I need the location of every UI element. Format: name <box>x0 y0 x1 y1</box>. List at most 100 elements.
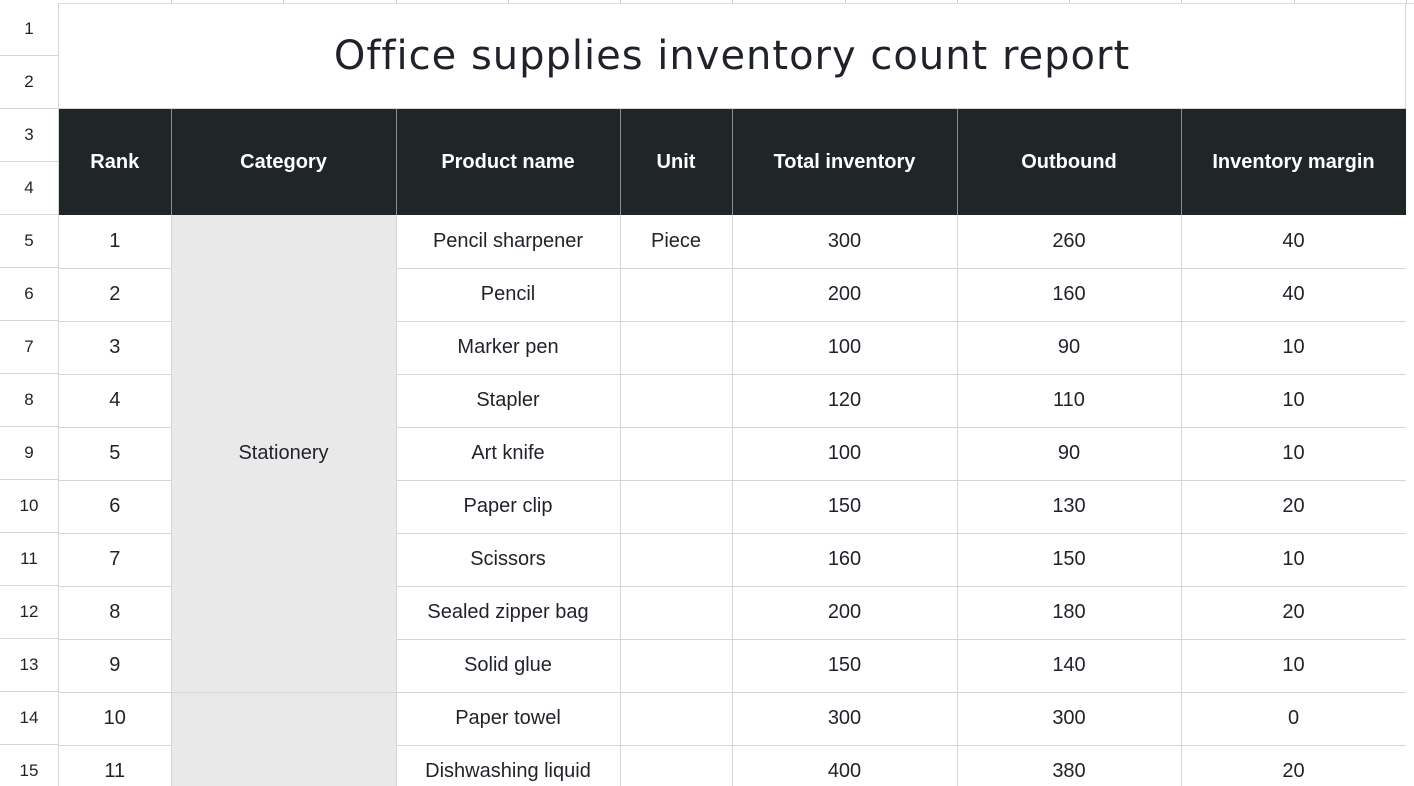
cell-inventory-margin[interactable]: 10 <box>1181 374 1407 428</box>
row-header[interactable]: 4 <box>0 162 59 215</box>
cell-outbound[interactable]: 110 <box>957 374 1182 428</box>
cell-rank[interactable]: 5 <box>59 427 172 481</box>
cell-product-name[interactable]: Paper clip <box>396 480 621 534</box>
cell-unit[interactable] <box>620 268 733 322</box>
cell-total-inventory[interactable]: 100 <box>732 427 958 481</box>
cell-inventory-margin[interactable]: 10 <box>1181 533 1407 587</box>
row-header[interactable]: 3 <box>0 109 59 162</box>
cell-inventory-margin[interactable]: 10 <box>1181 321 1407 375</box>
cell-unit[interactable] <box>620 374 733 428</box>
column-header-outbound[interactable]: Outbound <box>957 109 1182 215</box>
row-header[interactable]: 6 <box>0 268 59 321</box>
cell-inventory-margin[interactable]: 10 <box>1181 427 1407 481</box>
cell-inventory-margin[interactable]: 10 <box>1181 639 1407 693</box>
column-header-total-inventory[interactable]: Total inventory <box>732 109 958 215</box>
cell-product-name[interactable]: Paper towel <box>396 692 621 746</box>
table-row: 4 Stapler 120 110 10 <box>59 374 1407 428</box>
cell-unit[interactable] <box>620 480 733 534</box>
cell-product-name[interactable]: Solid glue <box>396 639 621 693</box>
cell-outbound[interactable]: 300 <box>957 692 1182 746</box>
report-title[interactable]: Office supplies inventory count report <box>59 3 1406 109</box>
cell-rank[interactable]: 6 <box>59 480 172 534</box>
row-header[interactable]: 12 <box>0 586 59 639</box>
column-header-product-name[interactable]: Product name <box>396 109 621 215</box>
cell-unit[interactable]: Piece <box>620 215 733 269</box>
cell-product-name[interactable]: Pencil <box>396 268 621 322</box>
cell-unit[interactable] <box>620 321 733 375</box>
cell-total-inventory[interactable]: 300 <box>732 215 958 269</box>
cell-total-inventory[interactable]: 200 <box>732 586 958 640</box>
cell-rank[interactable]: 1 <box>59 215 172 269</box>
cell-inventory-margin[interactable]: 20 <box>1181 480 1407 534</box>
table-row: 1 Stationery Pencil sharpener Piece 300 260 40 <box>59 215 1407 693</box>
cell-total-inventory[interactable]: 200 <box>732 268 958 322</box>
cell-unit[interactable] <box>620 639 733 693</box>
cell-inventory-margin[interactable]: 20 <box>1181 586 1407 640</box>
cell-rank[interactable]: 11 <box>59 745 172 786</box>
column-gridline <box>1406 0 1407 3</box>
row-header[interactable]: 14 <box>0 692 59 745</box>
row-header[interactable]: 10 <box>0 480 59 533</box>
cell-product-name[interactable]: Sealed zipper bag <box>396 586 621 640</box>
cell-inventory-margin[interactable]: 40 <box>1181 215 1407 269</box>
row-header[interactable]: 2 <box>0 56 59 109</box>
cell-outbound[interactable]: 140 <box>957 639 1182 693</box>
cell-unit[interactable] <box>620 692 733 746</box>
row-header[interactable]: 11 <box>0 533 59 586</box>
cell-inventory-margin[interactable]: 40 <box>1181 268 1407 322</box>
cell-outbound[interactable]: 260 <box>957 215 1182 269</box>
cell-total-inventory[interactable]: 160 <box>732 533 958 587</box>
sheet-right-edge <box>1406 109 1414 786</box>
cell-outbound[interactable]: 160 <box>957 268 1182 322</box>
table-row: 8 Sealed zipper bag 200 180 20 <box>59 586 1407 640</box>
cell-outbound[interactable]: 130 <box>957 480 1182 534</box>
cell-unit[interactable] <box>620 533 733 587</box>
cell-rank[interactable]: 2 <box>59 268 172 322</box>
row-header[interactable]: 7 <box>0 321 59 374</box>
cell-rank[interactable]: 3 <box>59 321 172 375</box>
cell-outbound[interactable]: 180 <box>957 586 1182 640</box>
cell-product-name[interactable]: Dishwashing liquid <box>396 745 621 786</box>
row-header[interactable]: 8 <box>0 374 59 427</box>
row-header[interactable]: 13 <box>0 639 59 692</box>
cell-unit[interactable] <box>620 427 733 481</box>
cell-outbound[interactable]: 380 <box>957 745 1182 786</box>
cell-rank[interactable]: 9 <box>59 639 172 693</box>
cell-total-inventory[interactable]: 120 <box>732 374 958 428</box>
cell-product-name[interactable]: Stapler <box>396 374 621 428</box>
cell-category[interactable] <box>171 692 397 786</box>
cell-category[interactable]: Stationery <box>171 215 397 693</box>
cell-product-name[interactable]: Art knife <box>396 427 621 481</box>
cell-total-inventory[interactable]: 300 <box>732 692 958 746</box>
row-header[interactable]: 15 <box>0 745 59 786</box>
cell-rank[interactable]: 4 <box>59 374 172 428</box>
column-header-unit[interactable]: Unit <box>620 109 733 215</box>
column-gridline <box>845 0 846 3</box>
cell-rank[interactable]: 8 <box>59 586 172 640</box>
cell-total-inventory[interactable]: 100 <box>732 321 958 375</box>
cell-total-inventory[interactable]: 150 <box>732 480 958 534</box>
cell-outbound[interactable]: 150 <box>957 533 1182 587</box>
row-header[interactable]: 9 <box>0 427 59 480</box>
cell-outbound[interactable]: 90 <box>957 427 1182 481</box>
cell-unit[interactable] <box>620 745 733 786</box>
row-header[interactable]: 1 <box>0 3 59 56</box>
cell-rank[interactable]: 7 <box>59 533 172 587</box>
row-header[interactable]: 5 <box>0 215 59 268</box>
cell-inventory-margin[interactable]: 20 <box>1181 745 1407 786</box>
cell-inventory-margin[interactable]: 0 <box>1181 692 1407 746</box>
cell-product-name[interactable]: Marker pen <box>396 321 621 375</box>
cell-product-name[interactable]: Pencil sharpener <box>396 215 621 269</box>
column-header-rank[interactable]: Rank <box>59 109 172 215</box>
column-header-inventory-margin[interactable]: Inventory margin <box>1181 109 1407 215</box>
column-gridline <box>508 0 509 3</box>
cell-total-inventory[interactable]: 150 <box>732 639 958 693</box>
cell-rank[interactable]: 10 <box>59 692 172 746</box>
cell-outbound[interactable]: 90 <box>957 321 1182 375</box>
cell-product-name[interactable]: Scissors <box>396 533 621 587</box>
column-gridline <box>620 0 621 3</box>
cell-unit[interactable] <box>620 586 733 640</box>
column-header-category[interactable]: Category <box>171 109 397 215</box>
cell-total-inventory[interactable]: 400 <box>732 745 958 786</box>
table-row: 10 Paper towel 300 300 0 <box>59 692 1407 786</box>
